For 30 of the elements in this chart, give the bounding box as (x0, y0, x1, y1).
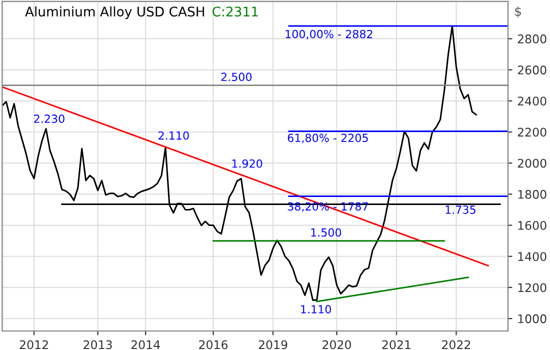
annotation: 100,00% - 2882 (286, 30, 372, 40)
x-tick-label: 2013 (84, 340, 112, 350)
annotation: 1.920 (232, 159, 262, 168)
y-tick-label: 1200 (518, 283, 546, 292)
annotation: 61,80% - 2205 (288, 134, 368, 144)
annotation: 2.230 (34, 114, 64, 123)
chart-title: Aluminium Alloy USD CASH (25, 6, 204, 20)
y-tick-label: 2600 (518, 66, 546, 74)
y-tick-label: 2200 (518, 128, 546, 137)
y-tick-label: 2800 (518, 34, 546, 44)
x-tick-label: 2020 (322, 340, 351, 350)
x-tick-label: 2022 (442, 340, 470, 350)
chart-subtitle: C:2311 (212, 6, 258, 17)
x-tick-label: 2012 (20, 340, 48, 350)
y-tick-label: 2000 (518, 158, 546, 168)
y-tick-label: 1400 (518, 252, 546, 262)
y-tick-label: 1000 (518, 314, 546, 324)
annotation: 1.500 (311, 228, 342, 237)
y-tick-label: 1600 (518, 221, 546, 230)
x-tick-label: 2019 (258, 340, 288, 350)
y-tick-label: 1800 (518, 190, 546, 199)
annotation: 2.110 (158, 131, 189, 140)
annotation: 2.500 (221, 72, 252, 82)
y-axis-title: $ (515, 6, 521, 18)
x-tick-label: 2021 (382, 340, 410, 350)
annotation: 1.735 (446, 206, 476, 214)
annotation: 1.110 (301, 305, 331, 314)
y-tick-label: 2400 (518, 96, 546, 106)
x-tick-label: 2016 (199, 340, 228, 350)
x-tick-label: 2014 (131, 340, 160, 350)
